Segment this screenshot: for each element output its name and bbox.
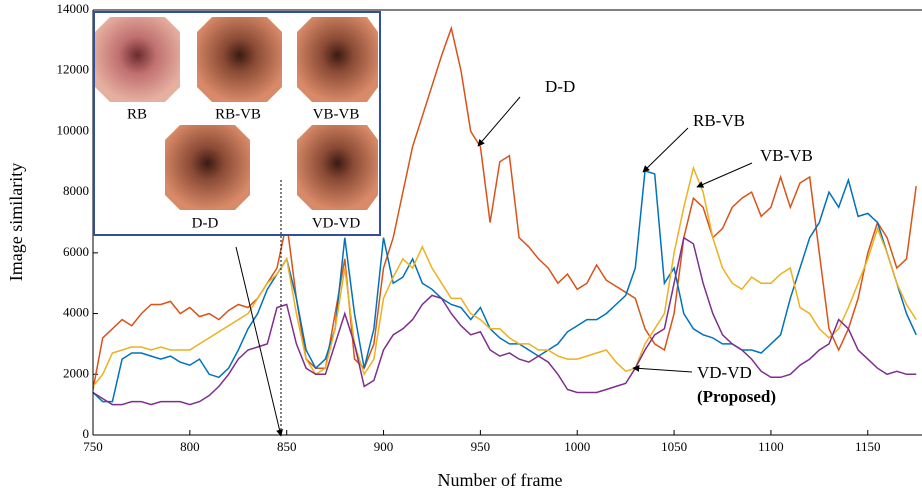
- series-line: [93, 169, 917, 403]
- x-tick-label: 900: [374, 439, 394, 454]
- y-axis-label: Image similarity: [6, 163, 26, 281]
- annotation: D-D: [545, 77, 575, 96]
- series-line: [93, 236, 917, 406]
- image-vd-vd: [297, 125, 378, 210]
- arrow: [235, 246, 283, 437]
- plot-area: 0 2000 4000 6000 8000 10000 12000 14000 750 800 85…: [57, 1, 917, 454]
- inset-label: VB-VB: [313, 106, 360, 122]
- series-line: [93, 25, 917, 390]
- image-rb-vb: [197, 17, 282, 102]
- y-tick-label: 0: [83, 426, 90, 441]
- arrow: [696, 162, 753, 188]
- x-tick-label: 1000: [564, 439, 590, 454]
- x-tick-label: 1150: [855, 439, 881, 454]
- series-line: [93, 165, 917, 387]
- y-tick-label: 6000: [63, 244, 89, 259]
- y-tick-label: 2000: [63, 365, 89, 380]
- x-tick-label: 850: [277, 439, 297, 454]
- y-tick-label: 14000: [57, 1, 90, 16]
- x-axis-label: Number of frame: [438, 470, 563, 490]
- x-tick-label: 1100: [758, 439, 784, 454]
- y-tick-label: 4000: [63, 305, 89, 320]
- x-tick-label: 950: [471, 439, 491, 454]
- y-tick-label: 8000: [63, 183, 89, 198]
- inset-label: RB: [127, 106, 147, 122]
- annotation: (Proposed): [697, 387, 776, 406]
- x-tick-label: 750: [83, 439, 103, 454]
- annotation: VB-VB: [760, 146, 813, 165]
- x-tick-label: 1050: [661, 439, 687, 454]
- inset-label: RB-VB: [215, 106, 261, 122]
- inset-label: D-D: [192, 215, 219, 231]
- inset: RB RB-VB VB-VB D-D VD-VD: [93, 11, 381, 236]
- inset-label: VD-VD: [312, 215, 360, 231]
- image-d-d: [165, 125, 250, 210]
- annotation: VD-VD: [697, 363, 752, 382]
- annotation: RB-VB: [693, 111, 745, 130]
- arrow: [632, 364, 693, 373]
- y-tick-label: 12000: [57, 62, 90, 77]
- arrow: [477, 96, 521, 147]
- y-tick-label: 10000: [57, 122, 90, 137]
- x-tick-label: 800: [180, 439, 200, 454]
- image-rb: [95, 17, 180, 102]
- image-vb-vb: [297, 17, 378, 102]
- arrow: [642, 127, 689, 173]
